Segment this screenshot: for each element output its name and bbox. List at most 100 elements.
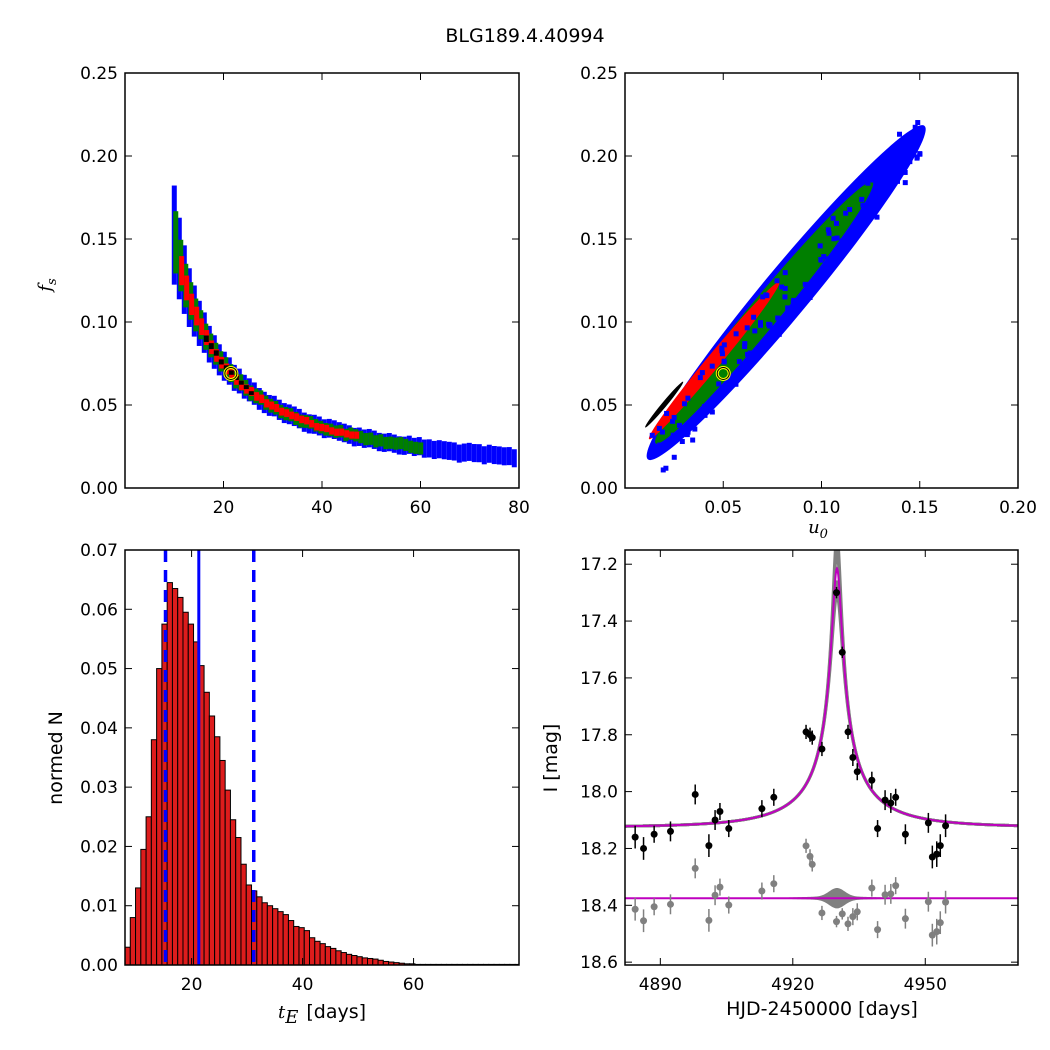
posterior-cell-peak [238, 380, 244, 385]
histogram-bar [319, 943, 326, 965]
histogram-bar [282, 914, 289, 965]
data-point [844, 728, 852, 736]
posterior-cell-1sigma3 [421, 439, 427, 458]
posterior-cell-1sigma3 [501, 447, 507, 466]
fs-tE-xtick-label: 20 [213, 498, 235, 518]
posterior-outlier-cell [701, 403, 707, 409]
histogram-bar [277, 911, 284, 965]
data-point [924, 819, 932, 827]
fs-tE-xtick-label: 60 [410, 498, 432, 518]
lightcurve-xlabel: HJD-2450000 [days] [726, 998, 918, 1020]
histogram-bar [340, 952, 347, 965]
posterior-outlier-cell [874, 214, 880, 220]
posterior-outlier-cell [900, 148, 906, 154]
posterior-outlier-cell [747, 350, 753, 356]
posterior-cell-1sigma [299, 415, 305, 424]
posterior-outlier-cell [692, 426, 698, 432]
residual-point [936, 919, 944, 927]
histogram-bar [309, 937, 316, 965]
data-point [874, 825, 882, 833]
data-point [936, 842, 944, 850]
lightcurve-ylabel: I [mag] [540, 724, 562, 793]
histogram-bar [361, 957, 369, 965]
posterior-outlier-cell [764, 293, 770, 299]
residual-point [716, 883, 724, 891]
posterior-outlier-cell [721, 358, 727, 364]
fs-u0-xtick-label: 0.10 [803, 498, 841, 518]
posterior-outlier-cell [733, 331, 739, 337]
data-point [808, 734, 816, 742]
fs-u0-ytick-label: 0.10 [580, 313, 618, 333]
posterior-cell-1sigma3 [491, 446, 497, 465]
posterior-outlier-cell [682, 401, 688, 407]
histogram-ytick-label: 0.03 [80, 778, 118, 798]
posterior-region-2sigma [655, 181, 874, 444]
fs-u0-xtick-label: 0.05 [704, 498, 742, 518]
posterior-outlier-cell [782, 294, 788, 300]
fs-tE-ylabel: fs [35, 278, 60, 294]
posterior-outlier-cell [660, 467, 666, 473]
lightcurve-plot [625, 550, 1018, 947]
posterior-outlier-cell [818, 256, 824, 262]
histogram-bar [293, 925, 300, 965]
residual-point [838, 910, 846, 918]
posterior-outlier-cell [834, 235, 840, 241]
posterior-outlier-cell [664, 410, 670, 416]
posterior-cell-1sigma3 [451, 442, 457, 461]
posterior-cell-1sigma3 [496, 446, 502, 465]
histogram-bar [287, 920, 295, 965]
histogram-ticks: 20 40 60 0.00 0.01 0.02 0.03 0.04 0.05 0.06 0.07 [80, 541, 519, 995]
posterior-cell-2sigma [388, 436, 394, 449]
histogram-bar [219, 759, 226, 965]
posterior-outlier-cell [888, 159, 894, 165]
posterior-outlier-cell [744, 325, 750, 331]
histogram-xtick-label: 60 [403, 975, 425, 995]
histogram-bar [208, 715, 216, 965]
posterior-cell-1sigma [284, 409, 290, 417]
posterior-cell-1sigma3 [471, 444, 477, 463]
fs-tE-xtick-label: 80 [508, 498, 530, 518]
posterior-outlier-cell [882, 185, 888, 191]
posterior-outlier-cell [912, 124, 918, 130]
fs-tE-ytick-label: 0.05 [80, 396, 118, 416]
posterior-outlier-cell [785, 305, 791, 311]
data-point [901, 830, 909, 838]
histogram-ylabel: normed N [45, 711, 67, 805]
histogram-bar [214, 736, 221, 965]
posterior-cell-1sigma [199, 318, 205, 336]
histogram-bar [314, 940, 321, 965]
posterior-outlier-cell [679, 439, 685, 445]
best-fit-marker [224, 366, 238, 380]
model-envelope-curve [625, 550, 1018, 828]
fs-tE-ytick-label: 0.10 [80, 313, 118, 333]
posterior-cell-1sigma3 [506, 447, 512, 466]
posterior-cell-2sigma [408, 440, 414, 453]
posterior-outlier-cell [690, 437, 696, 443]
posterior-cell-1sigma [274, 404, 280, 412]
histogram-bar [272, 908, 279, 965]
posterior-cell-2sigma [363, 433, 369, 446]
posterior-cell-2sigma [373, 435, 379, 448]
posterior-cell-1sigma [334, 428, 340, 436]
posterior-outlier-cell [719, 345, 725, 351]
residual-point [640, 917, 648, 925]
posterior-outlier-cell [865, 180, 871, 186]
posterior-outlier-cell [917, 151, 923, 157]
data-point [942, 822, 950, 830]
data-point [833, 589, 841, 597]
fs-u0-xtick-label: 0.15 [901, 498, 939, 518]
posterior-outlier-cell [858, 176, 864, 182]
posterior-cell-2sigma [398, 437, 404, 450]
data-point [887, 799, 895, 807]
posterior-cell-1sigma3 [456, 444, 462, 463]
residual-point [818, 909, 826, 917]
histogram-axes-frame [124, 549, 520, 966]
posterior-cell-1sigma3 [511, 449, 517, 468]
residual-point [849, 913, 857, 921]
fs-u0-density-map [645, 120, 926, 473]
residual-point [833, 918, 841, 926]
lightcurve-ytick-label: 17.6 [580, 669, 618, 689]
fs-u0-ytick-label: 0.20 [580, 147, 618, 167]
posterior-cell-1sigma [304, 416, 310, 425]
posterior-outlier-cell [817, 243, 823, 249]
